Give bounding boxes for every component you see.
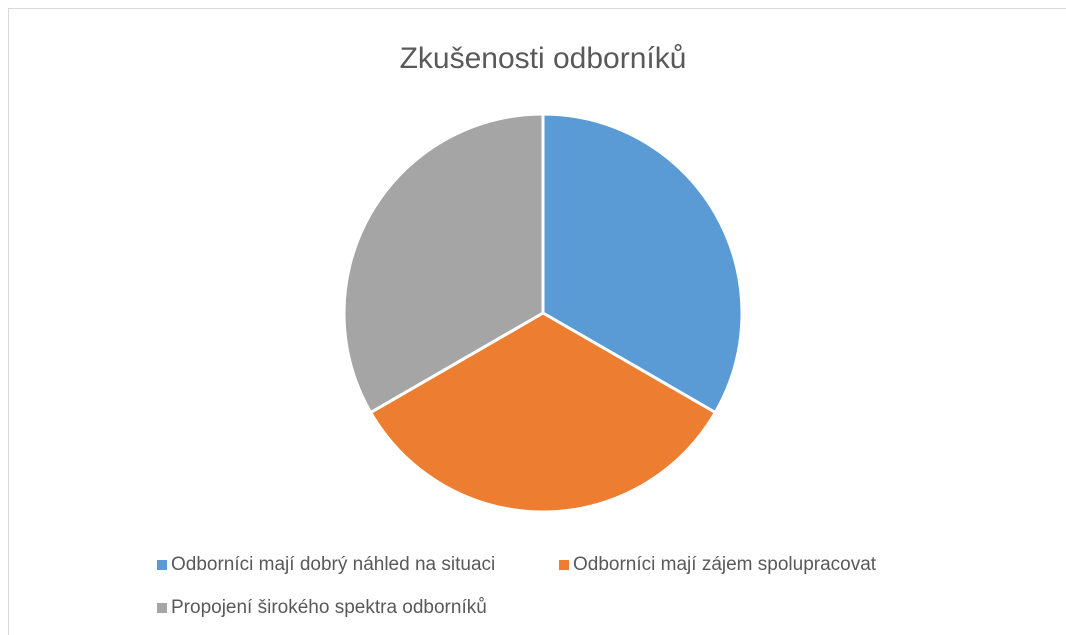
pie-slice: [541, 112, 744, 415]
legend-swatch: [157, 603, 167, 613]
legend-swatch: [559, 560, 569, 570]
legend-label: Odborníci mají dobrý náhled na situaci: [171, 554, 495, 575]
pie-slice: [342, 112, 545, 415]
pie-slice: [368, 311, 718, 514]
chart-title: Zkušenosti odborníků: [400, 42, 687, 75]
legend-swatch: [157, 560, 167, 570]
legend-label: Odborníci mají zájem spolupracovat: [573, 554, 877, 575]
legend-label: Propojení širokého spektra odborníků: [171, 597, 487, 618]
